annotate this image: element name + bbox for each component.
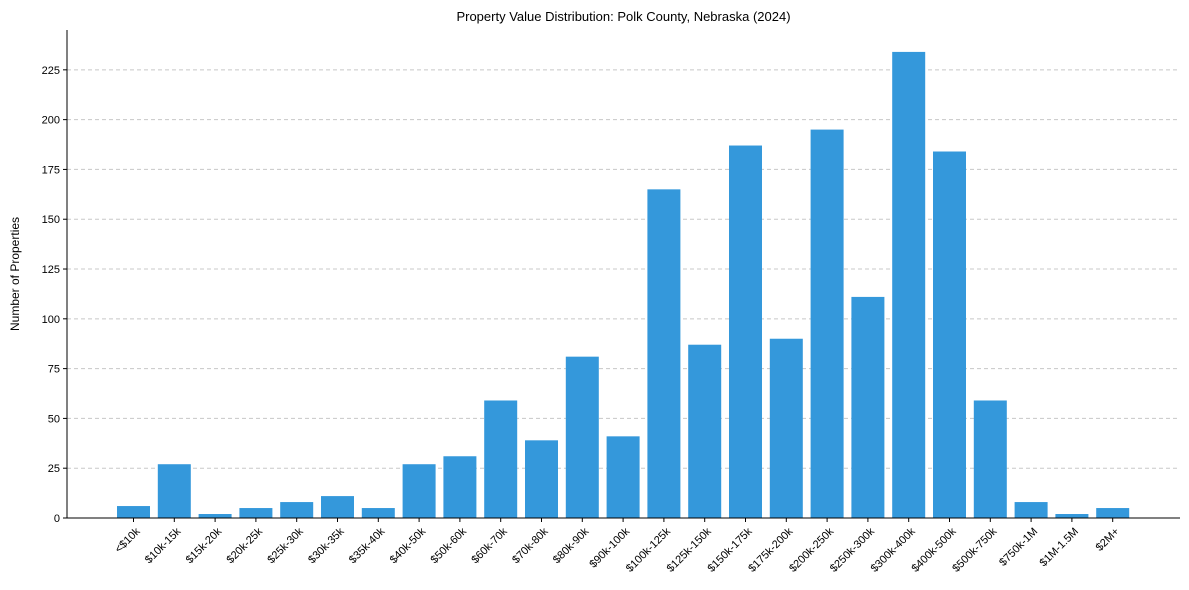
bar-14	[688, 344, 722, 518]
x-tick-label: $15k-20k	[184, 525, 225, 566]
bar-10	[525, 440, 558, 518]
x-tick-label: $2M+	[1094, 526, 1122, 554]
bar-5	[321, 496, 354, 518]
bar-11	[565, 356, 599, 518]
x-tick-label: $30k-35k	[306, 525, 347, 566]
y-axis-label: Number of Properties	[8, 217, 22, 331]
x-tick-labels: <$10k $10k-15k $15k-20k $20k-25k $25k-30k $30…	[113, 525, 1122, 574]
gridlines	[67, 69, 1180, 469]
bar-12	[606, 436, 640, 518]
bar-22	[1014, 502, 1048, 518]
y-tick-label: 200	[42, 115, 60, 127]
x-tick-label: <$10k	[113, 525, 143, 555]
x-tick-label: $20k-25k	[225, 525, 266, 566]
y-tick-labels: 0 25 50 75 100 125 150 175 200 225	[42, 65, 60, 525]
y-tick-label: 150	[42, 214, 60, 226]
x-tick-label: $10k-15k	[143, 525, 184, 566]
x-tick-label: $80k-90k	[551, 525, 592, 566]
bar-2	[198, 514, 232, 518]
bar-18	[851, 296, 885, 518]
x-tick-label: $50k-60k	[429, 525, 470, 566]
bar-19	[892, 51, 926, 518]
bar-16	[769, 338, 803, 518]
x-tick-label: $60k-70k	[469, 525, 510, 566]
bar-13	[647, 189, 681, 519]
y-tick-label: 100	[42, 314, 60, 326]
x-tick-label: $25k-30k	[265, 525, 306, 566]
y-tick-label: 25	[48, 463, 60, 475]
bar-9	[484, 400, 518, 518]
y-tick-label: 225	[42, 65, 60, 77]
y-tick-label: 175	[42, 164, 60, 176]
bar-21	[973, 400, 1007, 518]
y-tick-label: 0	[54, 513, 60, 525]
bar-4	[280, 502, 314, 518]
x-tick-label: $1M-1.5M	[1038, 526, 1082, 570]
x-tick-label: $750k-1M	[997, 526, 1040, 569]
bar-8	[443, 456, 477, 518]
x-tick-label: $500k-750k	[950, 525, 999, 574]
bar-20	[933, 151, 966, 518]
bar-6	[361, 508, 395, 518]
bars	[117, 51, 1130, 519]
y-tick-label: 50	[48, 413, 60, 425]
bar-7	[402, 464, 436, 518]
x-tick-label: $40k-50k	[388, 525, 429, 566]
x-tick-label: $70k-80k	[510, 525, 551, 566]
bar-0	[117, 506, 150, 518]
y-tick-label: 75	[48, 364, 60, 376]
y-tick-label: 125	[42, 264, 60, 276]
bar-17	[810, 129, 844, 518]
bar-15	[729, 145, 762, 518]
axes	[63, 30, 1180, 522]
bar-23	[1055, 514, 1089, 518]
bar-1	[157, 464, 191, 518]
x-tick-label: $35k-40k	[347, 525, 388, 566]
bar-24	[1096, 508, 1130, 518]
bar-3	[239, 508, 273, 518]
chart-title: Property Value Distribution: Polk County…	[456, 9, 790, 24]
